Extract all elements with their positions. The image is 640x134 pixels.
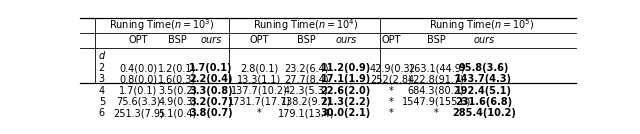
Text: 1.6(0.3): 1.6(0.3): [158, 74, 196, 84]
Text: 285.4(10.2): 285.4(10.2): [452, 108, 516, 118]
Text: BSP: BSP: [297, 35, 316, 45]
Text: 42.9(0.3): 42.9(0.3): [369, 63, 413, 73]
Text: 1.7(0.1): 1.7(0.1): [120, 86, 157, 96]
Text: 1731.7(17.7): 1731.7(17.7): [228, 97, 291, 107]
Text: BSP: BSP: [427, 35, 445, 45]
Text: *: *: [389, 108, 394, 118]
Text: 30.0(2.1): 30.0(2.1): [321, 108, 371, 118]
Text: 11.2(0.9): 11.2(0.9): [321, 63, 371, 73]
Text: 5: 5: [99, 97, 105, 107]
Text: 21.3(2.2): 21.3(2.2): [321, 97, 371, 107]
Text: 3.5(0.2): 3.5(0.2): [158, 86, 196, 96]
Text: 5.1(0.4): 5.1(0.4): [158, 108, 196, 118]
Text: 4: 4: [99, 86, 105, 96]
Text: 684.3(80.2): 684.3(80.2): [408, 86, 465, 96]
Text: 1.2(0.1): 1.2(0.1): [158, 63, 196, 73]
Text: 17.1(1.9): 17.1(1.9): [321, 74, 371, 84]
Text: ours: ours: [200, 35, 221, 45]
Text: 251.3(7.9): 251.3(7.9): [113, 108, 164, 118]
Text: *: *: [389, 97, 394, 107]
Text: 422.8(91.7): 422.8(91.7): [408, 74, 465, 84]
Text: 0.4(0.0): 0.4(0.0): [120, 63, 157, 73]
Text: *: *: [257, 108, 262, 118]
Text: 2.2(0.4): 2.2(0.4): [189, 74, 233, 84]
Text: 6: 6: [99, 108, 105, 118]
Text: OPT: OPT: [129, 35, 148, 45]
Text: Runing Time($n = 10^3$): Runing Time($n = 10^3$): [109, 17, 214, 33]
Text: 252(2.8): 252(2.8): [371, 74, 412, 84]
Text: $d$: $d$: [98, 49, 106, 61]
Text: 143.7(4.3): 143.7(4.3): [455, 74, 512, 84]
Text: 138.2(9.7): 138.2(9.7): [281, 97, 332, 107]
Text: 192.4(5.1): 192.4(5.1): [455, 86, 512, 96]
Text: 23.2(6.4): 23.2(6.4): [284, 63, 328, 73]
Text: 3.2(0.7): 3.2(0.7): [189, 97, 233, 107]
Text: *: *: [389, 86, 394, 96]
Text: 13.3(1.1): 13.3(1.1): [237, 74, 282, 84]
Text: 22.6(2.0): 22.6(2.0): [321, 86, 371, 96]
Text: 75.6(3.3): 75.6(3.3): [116, 97, 161, 107]
Text: 137.7(10.2): 137.7(10.2): [231, 86, 288, 96]
Text: 4.9(0.3): 4.9(0.3): [158, 97, 196, 107]
Text: 3: 3: [99, 74, 105, 84]
Text: BSP: BSP: [168, 35, 187, 45]
Text: 231.6(6.8): 231.6(6.8): [455, 97, 512, 107]
Text: 27.7(8.4): 27.7(8.4): [284, 74, 328, 84]
Text: OPT: OPT: [250, 35, 269, 45]
Text: 0.8(0.0): 0.8(0.0): [120, 74, 157, 84]
Text: ours: ours: [473, 35, 494, 45]
Text: 2.8(0.1): 2.8(0.1): [241, 63, 278, 73]
Text: 179.1(13.4): 179.1(13.4): [278, 108, 335, 118]
Text: 42.3(5.3): 42.3(5.3): [284, 86, 328, 96]
Text: 1.7(0.1): 1.7(0.1): [189, 63, 233, 73]
Text: 263.1(44.9): 263.1(44.9): [408, 63, 465, 73]
Text: ours: ours: [335, 35, 356, 45]
Text: 3.8(0.7): 3.8(0.7): [189, 108, 233, 118]
Text: 1547.9(155.6): 1547.9(155.6): [401, 97, 471, 107]
Text: 2: 2: [99, 63, 105, 73]
Text: *: *: [434, 108, 438, 118]
Text: 95.8(3.6): 95.8(3.6): [458, 63, 509, 73]
Text: Runing Time($n = 10^4$): Runing Time($n = 10^4$): [253, 17, 358, 33]
Text: OPT: OPT: [381, 35, 401, 45]
Text: Runing Time($n = 10^5$): Runing Time($n = 10^5$): [429, 17, 534, 33]
Text: 3.3(0.8): 3.3(0.8): [189, 86, 233, 96]
